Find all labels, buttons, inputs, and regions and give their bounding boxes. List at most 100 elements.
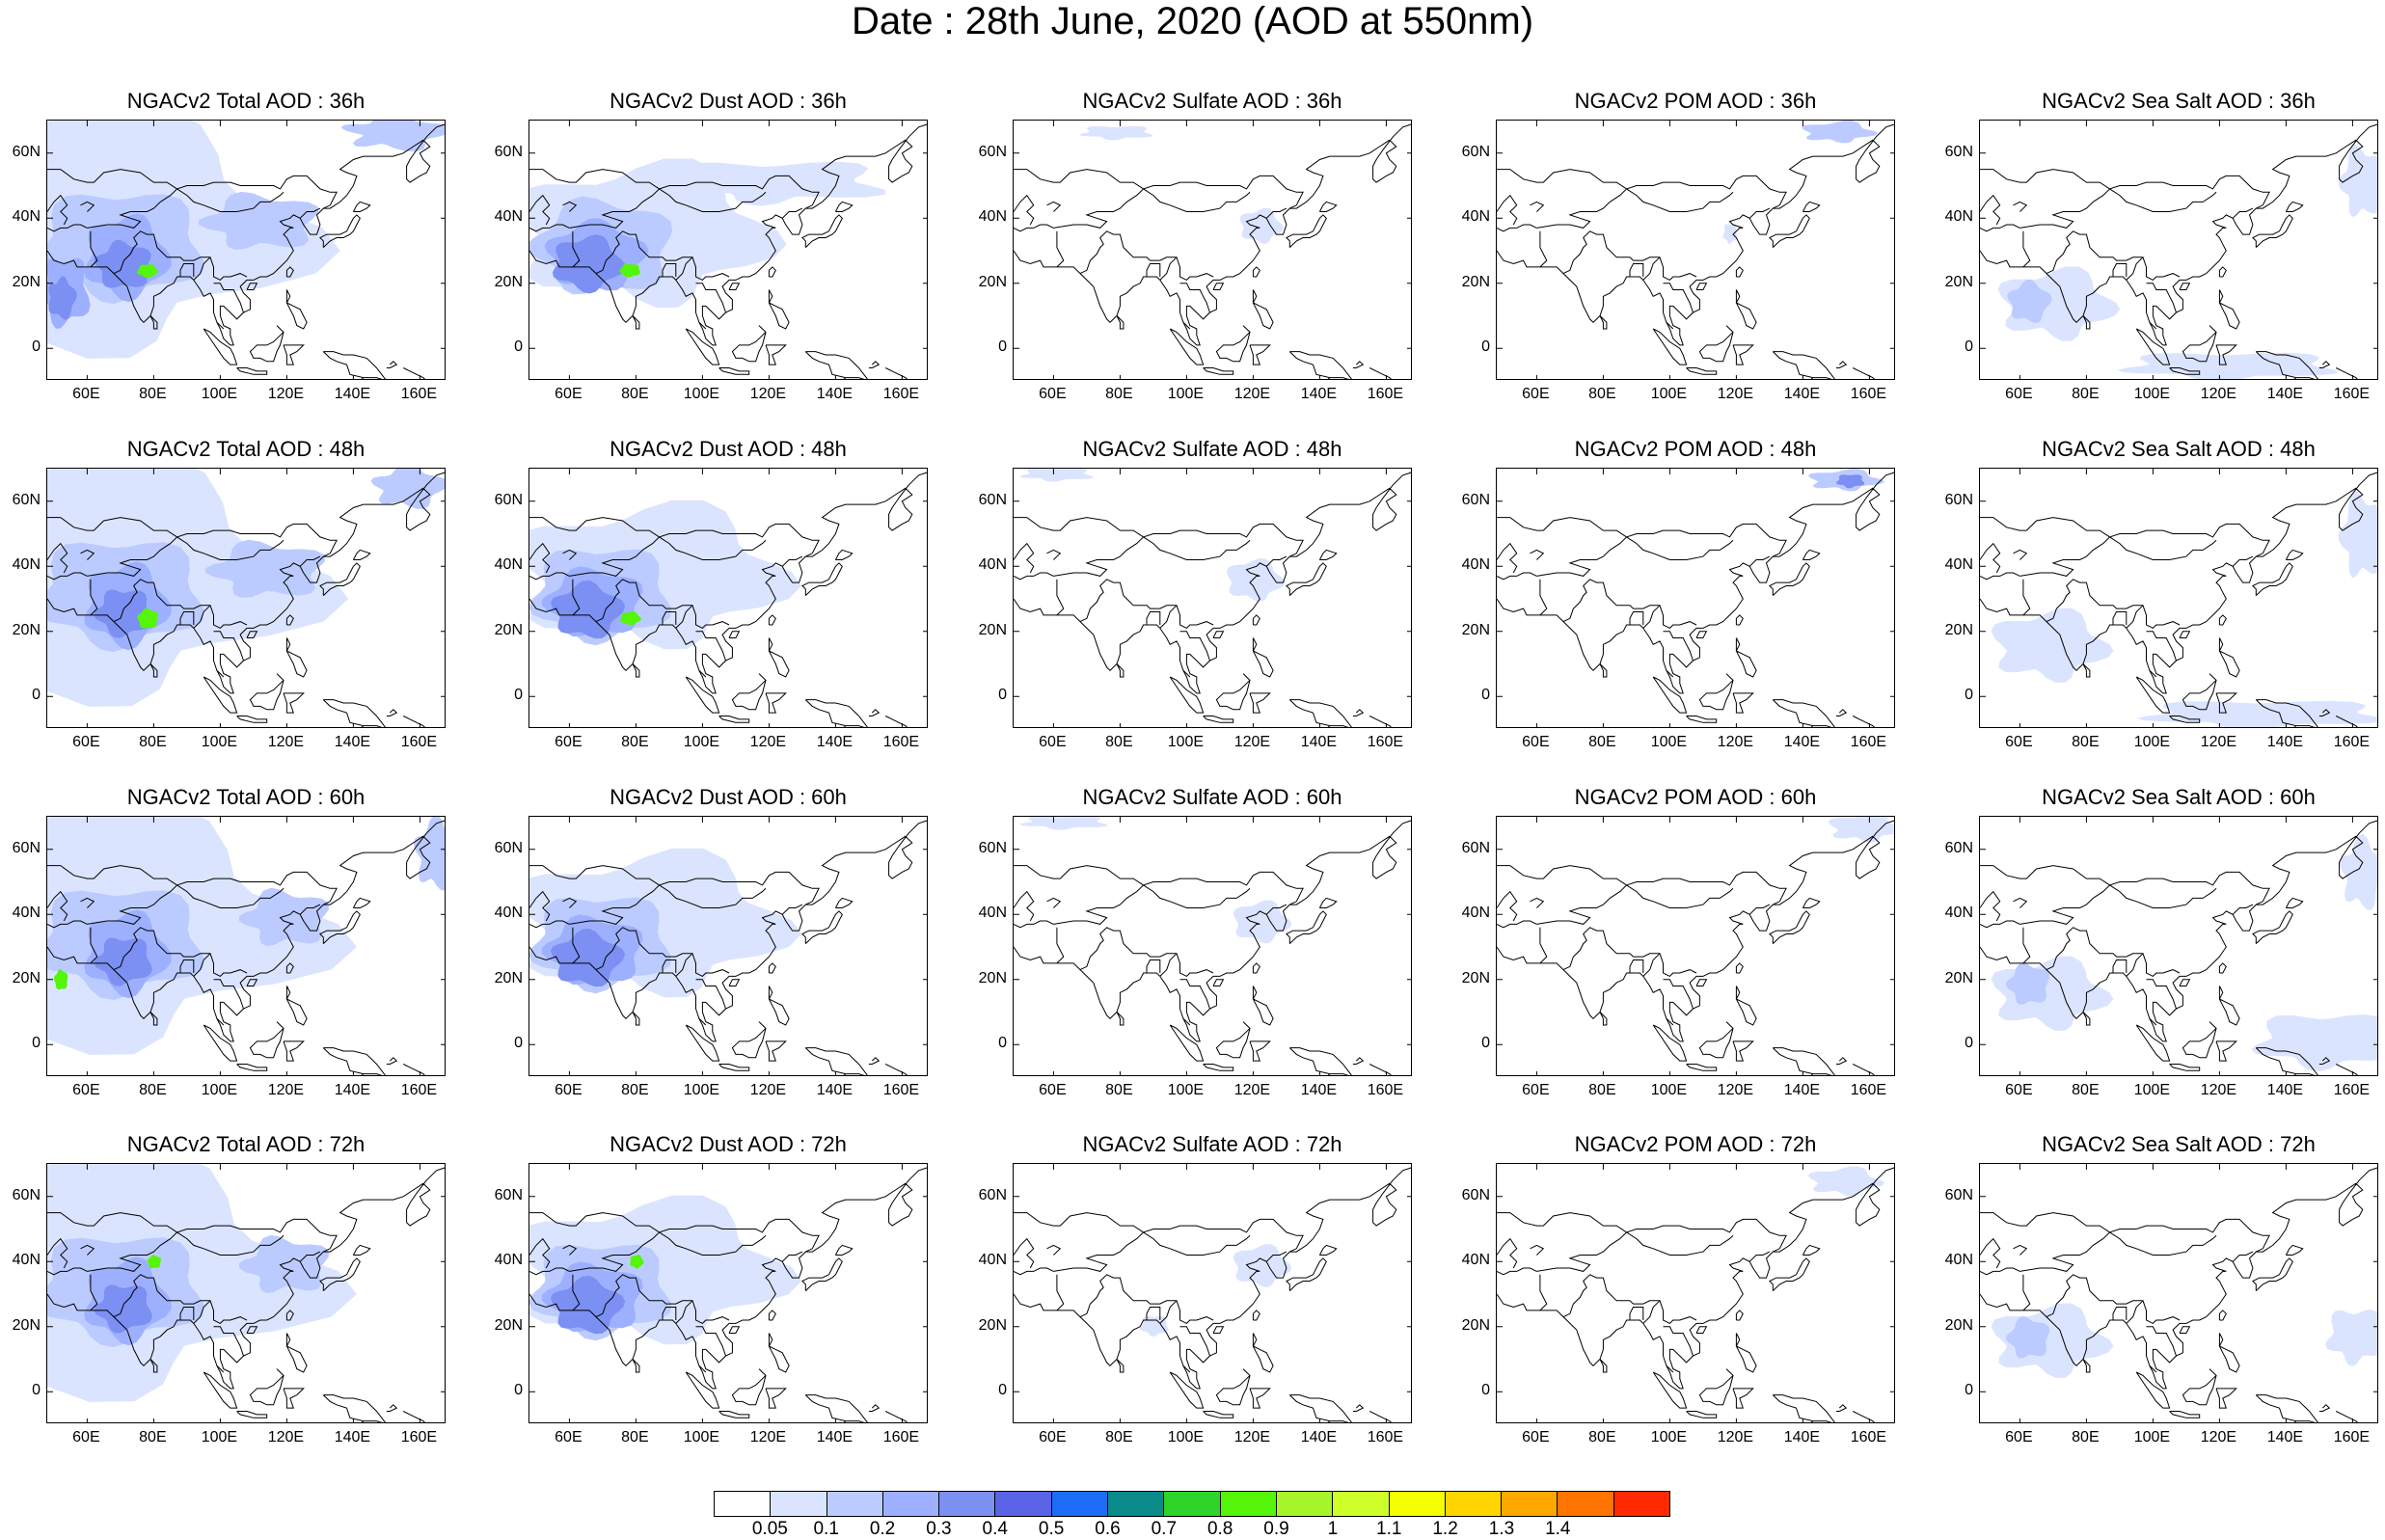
map-canvas <box>529 469 927 727</box>
coastline <box>1652 328 1688 365</box>
country-border <box>87 175 338 229</box>
map-panel: NGACv2 Sulfate AOD : 60h 60N 40N 20N 0 60E 80E… <box>966 785 1420 1115</box>
coastline <box>768 1310 776 1321</box>
aod-region <box>550 1276 626 1335</box>
coastline <box>731 673 767 711</box>
coastline <box>1116 1012 1125 1026</box>
lon-label: 160E <box>1850 1082 1887 1098</box>
coastline <box>1772 1394 1835 1422</box>
lon-label: 60E <box>2005 1082 2033 1098</box>
coastline <box>1252 1310 1260 1321</box>
country-border <box>529 1267 570 1276</box>
aod-region <box>1139 1315 1169 1337</box>
lat-label: 60N <box>1944 143 1973 160</box>
coastline <box>765 1040 787 1062</box>
lon-label: 100E <box>1650 734 1688 750</box>
coastline <box>2285 897 2304 908</box>
map-panel: NGACv2 Sulfate AOD : 36h 60N 40N 20N 0 60E 80E… <box>966 89 1420 419</box>
country-border <box>1014 890 1035 922</box>
colorbar-swatch <box>771 1492 827 1516</box>
country-border <box>2109 536 2217 560</box>
lon-label: 80E <box>2072 1429 2100 1445</box>
lon-label: 120E <box>2200 1429 2237 1445</box>
panel-title: NGACv2 Sea Salt AOD : 60h <box>2042 785 2316 809</box>
figure-title: Date : 28th June, 2020 (AOD at 550nm) <box>851 0 1534 42</box>
lat-label: 20N <box>1461 1316 1490 1334</box>
country-border <box>595 579 730 630</box>
lon-label: 80E <box>1588 1082 1616 1098</box>
coastline <box>1318 897 1338 908</box>
lon-label: 100E <box>1167 1082 1205 1098</box>
lon-label: 140E <box>816 1429 854 1445</box>
map-canvas <box>529 1164 927 1422</box>
coastline <box>2135 328 2171 365</box>
lon-label: 100E <box>2133 1429 2171 1445</box>
aod-map <box>1496 120 1895 380</box>
aod-map <box>1496 468 1895 728</box>
coastline <box>352 201 371 212</box>
lat-label: 60N <box>1461 491 1490 508</box>
coastline <box>352 1244 371 1256</box>
country-border <box>1629 263 1644 277</box>
country-border <box>595 1274 730 1325</box>
country-border <box>1539 1274 1548 1311</box>
coastline <box>319 214 361 248</box>
country-border <box>1980 920 2020 929</box>
coastline <box>728 1326 741 1334</box>
lon-label: 140E <box>1783 734 1821 750</box>
country-border <box>529 542 551 574</box>
country-border <box>2022 579 2031 616</box>
country-border <box>1748 555 1771 567</box>
country-border <box>1146 959 1161 973</box>
aod-region <box>620 611 641 626</box>
coastline <box>285 614 294 626</box>
coastline <box>1116 663 1125 678</box>
country-border <box>2149 669 2157 678</box>
coastline <box>768 266 776 278</box>
coastline <box>149 315 158 330</box>
coastline <box>1215 325 1251 363</box>
country-border <box>698 669 707 678</box>
country-border <box>213 283 244 313</box>
coastline <box>768 637 790 678</box>
country-border <box>2112 611 2128 625</box>
panel-title: NGACv2 Dust AOD : 72h <box>610 1132 847 1156</box>
country-border <box>1497 865 1627 886</box>
country-border <box>1014 542 1035 574</box>
coastline <box>1980 820 2377 1042</box>
coastline <box>868 1057 881 1065</box>
coastline <box>632 315 640 330</box>
map-canvas <box>1980 1164 2377 1422</box>
country-border <box>1536 523 1787 577</box>
coastline <box>1203 1064 1234 1071</box>
panel-title: NGACv2 Sea Salt AOD : 72h <box>2042 1132 2316 1156</box>
aod-map <box>1979 816 2378 1076</box>
country-border <box>1014 1237 1035 1269</box>
country-border <box>1980 194 2001 226</box>
lat-label: 20N <box>12 621 41 638</box>
coastline <box>718 716 750 723</box>
country-border <box>1980 1212 2110 1233</box>
country-border <box>179 263 195 277</box>
lat-label: 0 <box>998 1382 1007 1399</box>
lon-label: 100E <box>683 1082 720 1098</box>
lon-label: 120E <box>1233 386 1271 402</box>
lon-label: 80E <box>1105 734 1133 750</box>
coastline <box>718 1064 750 1071</box>
country-border <box>1497 1212 1627 1233</box>
country-border <box>659 884 767 908</box>
colorbar-label: 0.9 <box>1263 1519 1289 1539</box>
aod-region <box>54 969 68 990</box>
coastline <box>2169 1064 2201 1071</box>
aod-region <box>619 263 640 278</box>
coastline <box>728 979 741 986</box>
coastline <box>1686 716 1718 723</box>
lon-label: 120E <box>2200 386 2237 402</box>
lon-label: 120E <box>267 1429 305 1445</box>
country-border <box>80 549 95 560</box>
lon-label: 60E <box>555 1429 583 1445</box>
country-border <box>47 542 68 574</box>
coastline <box>1318 201 1338 212</box>
coastline <box>361 1073 365 1075</box>
lat-label: 60N <box>1461 1186 1490 1203</box>
